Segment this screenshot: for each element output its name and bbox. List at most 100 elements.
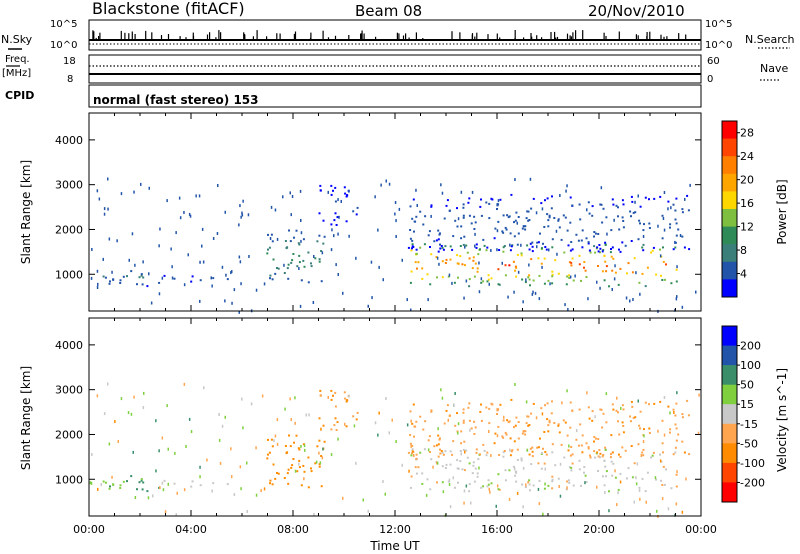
noise-point xyxy=(501,261,503,265)
scatter-point xyxy=(631,476,634,479)
noise-point xyxy=(210,276,212,280)
scatter-point xyxy=(646,266,649,269)
noise-point xyxy=(273,439,275,443)
colorbar-tick-label: 20 xyxy=(740,174,754,187)
scatter-point xyxy=(445,204,448,207)
noise-point xyxy=(415,188,417,192)
scatter-point xyxy=(665,263,667,266)
scatter-point xyxy=(320,485,323,488)
scatter-point xyxy=(310,265,313,268)
scatter-point xyxy=(468,483,471,486)
scatter-point xyxy=(648,222,651,225)
scatter-point xyxy=(474,467,477,470)
scatter-point xyxy=(323,440,326,443)
scatter-point xyxy=(108,487,111,490)
scatter-point xyxy=(494,227,497,230)
noise-point xyxy=(98,197,101,201)
noise-point xyxy=(91,248,93,251)
scatter-point xyxy=(513,235,516,238)
noise-point xyxy=(534,291,537,295)
noise-point xyxy=(348,189,350,193)
scatter-point xyxy=(462,216,465,219)
scatter-point xyxy=(459,450,462,452)
noise-point xyxy=(134,496,137,499)
noise-point xyxy=(159,486,161,490)
freq-unit-label: [MHz] xyxy=(2,68,31,79)
scatter-point xyxy=(594,437,597,440)
scatter-point xyxy=(292,458,295,460)
scatter-point xyxy=(451,453,454,456)
scatter-point xyxy=(109,485,111,488)
freq-label: Freq. xyxy=(5,54,30,65)
scatter-point xyxy=(643,428,645,431)
scatter-point xyxy=(639,222,641,225)
noise-point xyxy=(440,388,442,392)
scatter-point xyxy=(270,438,273,441)
scatter-point xyxy=(618,248,620,251)
scatter-point xyxy=(307,456,310,459)
noise-point xyxy=(128,258,130,262)
scatter-point xyxy=(546,213,549,216)
scatter-point xyxy=(601,475,604,478)
scatter-point xyxy=(415,457,418,460)
noise-point xyxy=(604,491,606,494)
scatter-point xyxy=(346,399,349,402)
scatter-point xyxy=(449,245,452,248)
noise-point xyxy=(378,265,380,269)
noise-point xyxy=(166,404,168,408)
noise-point xyxy=(406,423,409,427)
freq-tick-top: 18 xyxy=(63,56,76,67)
scatter-point xyxy=(303,265,306,268)
scatter-point xyxy=(577,239,580,242)
scatter-point xyxy=(286,246,289,249)
noise-point xyxy=(541,207,544,211)
noise-point xyxy=(416,204,418,207)
scatter-point xyxy=(332,189,334,192)
scatter-point xyxy=(520,457,523,460)
scatter-point xyxy=(662,260,665,263)
scatter-point xyxy=(291,259,294,262)
noise-point xyxy=(283,263,285,267)
colorbar-segment xyxy=(722,345,737,366)
noise-point xyxy=(321,456,324,460)
scatter-point xyxy=(631,405,634,408)
noise-point xyxy=(685,477,687,481)
noise-point xyxy=(395,440,397,443)
scatter-point xyxy=(276,472,278,474)
scatter-point xyxy=(498,488,501,491)
scatter-point xyxy=(291,464,294,467)
scatter-point xyxy=(605,475,608,478)
colorbar-segment xyxy=(722,443,737,464)
scatter-point xyxy=(457,276,459,279)
noise-point xyxy=(289,191,291,195)
scatter-point xyxy=(569,426,572,429)
noise-point xyxy=(676,470,678,474)
scatter-point xyxy=(104,481,107,484)
noise-point xyxy=(636,462,639,466)
noise-point xyxy=(201,227,204,231)
scatter-point xyxy=(290,466,293,469)
noise-point xyxy=(274,208,277,212)
scatter-point xyxy=(336,216,339,219)
scatter-point xyxy=(531,450,534,453)
scatter-point xyxy=(601,250,604,253)
noise-point xyxy=(111,475,113,479)
scatter-point xyxy=(421,277,424,280)
scatter-point xyxy=(109,280,111,283)
scatter-point xyxy=(411,243,414,246)
scatter-point xyxy=(641,451,644,454)
noise-point xyxy=(441,191,444,195)
scatter-point xyxy=(610,248,612,250)
colorbar-segment xyxy=(722,261,737,280)
scatter-point xyxy=(591,410,594,413)
noise-point xyxy=(152,494,154,498)
noise-point xyxy=(224,210,226,214)
noise-point xyxy=(164,510,167,514)
scatter-point xyxy=(454,219,457,222)
noise-point xyxy=(178,196,181,200)
scatter-point xyxy=(142,276,145,279)
scatter-point xyxy=(437,229,440,232)
scatter-point xyxy=(335,429,338,431)
scatter-point xyxy=(643,223,645,226)
scatter-point xyxy=(520,459,523,462)
